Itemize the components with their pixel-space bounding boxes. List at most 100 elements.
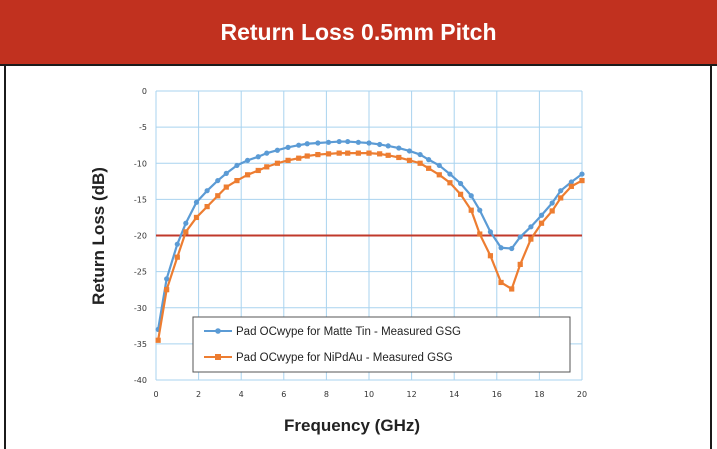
data-point-nipdau: [477, 231, 483, 237]
data-point-matte-tin: [549, 200, 555, 206]
data-point-nipdau: [174, 254, 180, 260]
data-point-matte-tin: [477, 207, 483, 213]
data-point-nipdau: [447, 180, 453, 186]
data-point-nipdau: [549, 208, 555, 214]
data-point-matte-tin: [204, 188, 210, 194]
data-point-nipdau: [304, 153, 310, 159]
legend-marker-nipdau: [215, 354, 221, 360]
data-point-matte-tin: [487, 229, 494, 235]
data-point-matte-tin: [457, 180, 464, 187]
data-point-nipdau: [417, 160, 423, 166]
data-point-matte-tin: [538, 212, 545, 218]
legend-box: [192, 316, 571, 373]
data-point-nipdau: [155, 337, 161, 343]
legend-label-nipdau: Pad OCwype for NiPdAu - Measured GSG: [236, 352, 453, 364]
data-point-nipdau: [426, 165, 432, 171]
data-point-matte-tin: [183, 220, 189, 226]
data-point-nipdau: [345, 150, 351, 156]
data-point-matte-tin: [426, 157, 432, 163]
y-axis-title: Return Loss (dB): [89, 167, 108, 305]
data-point-nipdau: [325, 151, 332, 157]
data-point-matte-tin: [336, 138, 342, 145]
data-point-matte-tin: [558, 188, 564, 194]
x-tick-label: 16: [492, 390, 502, 399]
data-point-nipdau: [528, 236, 534, 242]
data-point-nipdau: [164, 287, 170, 293]
data-point-matte-tin: [447, 171, 453, 177]
data-point-matte-tin: [274, 147, 281, 153]
data-point-nipdau: [215, 193, 221, 199]
data-point-matte-tin: [528, 224, 534, 230]
legend: Pad OCwype for Matte Tin - Measured GSG …: [192, 316, 571, 373]
data-point-matte-tin: [345, 138, 351, 145]
x-tick-label: 18: [534, 390, 544, 399]
x-tick-label: 6: [281, 390, 286, 399]
data-point-matte-tin: [174, 241, 180, 247]
data-point-matte-tin: [244, 157, 251, 163]
data-point-matte-tin: [234, 162, 240, 169]
series-lines: [155, 138, 585, 343]
y-tick-label: -5: [139, 123, 147, 132]
x-tick-label: 20: [577, 390, 587, 399]
legend-marker-matte-tin: [215, 328, 221, 334]
data-point-nipdau: [264, 164, 270, 170]
data-point-matte-tin: [377, 141, 383, 148]
series-line-nipdau: [157, 152, 583, 341]
x-tick-label: 10: [364, 390, 374, 399]
data-point-matte-tin: [417, 151, 423, 158]
x-axis-title: Frequency (GHz): [284, 416, 420, 435]
data-point-matte-tin: [509, 245, 515, 252]
data-point-matte-tin: [436, 162, 442, 169]
data-point-matte-tin: [579, 171, 585, 177]
data-point-matte-tin: [215, 177, 221, 184]
data-point-nipdau: [568, 183, 574, 189]
data-point-nipdau: [244, 172, 251, 178]
data-point-matte-tin: [193, 199, 200, 205]
data-point-nipdau: [183, 229, 189, 235]
data-point-nipdau: [436, 172, 442, 178]
data-point-nipdau: [193, 214, 200, 221]
y-tick-labels: 0 -5 -10 -15 -20 -25 -30 -35 -40: [134, 87, 147, 385]
data-point-nipdau: [498, 279, 504, 286]
x-tick-label: 2: [196, 390, 201, 399]
y-tick-label: 0: [142, 87, 147, 96]
data-point-matte-tin: [315, 140, 321, 146]
data-point-matte-tin: [396, 145, 402, 151]
y-tick-label: -15: [134, 195, 147, 204]
data-point-matte-tin: [285, 144, 291, 150]
data-point-nipdau: [457, 191, 464, 197]
data-point-matte-tin: [296, 142, 302, 148]
data-point-matte-tin: [406, 148, 413, 154]
data-point-matte-tin: [517, 234, 523, 240]
data-point-nipdau: [255, 167, 261, 174]
x-tick-labels: 0 2 4 6 8 10 12 14 16 18 20: [153, 390, 587, 399]
data-point-nipdau: [377, 151, 383, 157]
data-point-nipdau: [396, 154, 402, 161]
data-point-matte-tin: [325, 139, 332, 145]
legend-label-matte-tin: Pad OCwype for Matte Tin - Measured GSG: [236, 326, 461, 338]
data-point-nipdau: [579, 177, 585, 184]
data-point-nipdau: [204, 204, 210, 210]
data-point-nipdau: [517, 261, 523, 267]
data-point-nipdau: [366, 150, 372, 156]
data-point-matte-tin: [164, 276, 170, 282]
y-tick-label: -30: [134, 304, 147, 313]
y-tick-label: -40: [134, 376, 147, 385]
data-point-nipdau: [385, 152, 391, 158]
data-point-nipdau: [336, 150, 342, 156]
data-point-matte-tin: [366, 140, 372, 146]
data-point-nipdau: [223, 184, 229, 190]
x-tick-label: 14: [449, 390, 459, 399]
data-point-nipdau: [234, 177, 240, 184]
chart-title: Return Loss 0.5mm Pitch: [220, 19, 497, 45]
data-point-matte-tin: [568, 179, 574, 185]
x-tick-label: 8: [324, 390, 329, 399]
data-point-nipdau: [274, 160, 281, 166]
y-tick-label: -20: [134, 232, 147, 241]
data-point-matte-tin: [255, 154, 261, 160]
data-point-nipdau: [285, 157, 291, 163]
data-point-nipdau: [487, 253, 494, 259]
data-point-matte-tin: [223, 170, 229, 176]
